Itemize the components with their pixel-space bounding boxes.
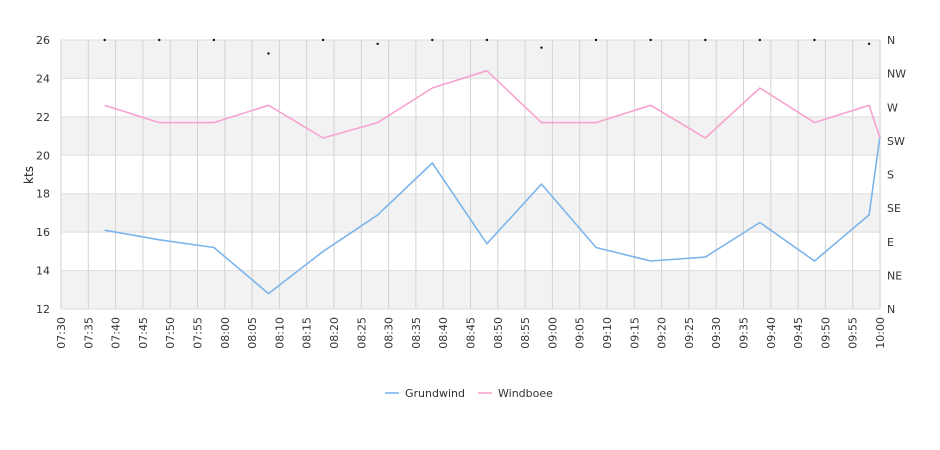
direction-marker bbox=[431, 38, 434, 42]
x-tick-label: 09:50 bbox=[819, 317, 832, 349]
direction-marker bbox=[103, 38, 106, 42]
series-line-grundwind bbox=[104, 135, 881, 295]
x-tick-label: 08:10 bbox=[273, 317, 286, 349]
x-tick-label: 08:20 bbox=[328, 317, 341, 349]
x-tick-label: 09:40 bbox=[765, 317, 778, 349]
direction-tick-label: E bbox=[887, 236, 894, 249]
direction-marker bbox=[158, 38, 161, 42]
x-tick-label: 07:45 bbox=[137, 317, 150, 349]
direction-marker bbox=[758, 38, 762, 42]
direction-marker bbox=[649, 38, 652, 42]
x-tick-label: 07:50 bbox=[164, 317, 177, 349]
direction-marker bbox=[540, 46, 543, 49]
y-axis-label: kts bbox=[22, 166, 36, 184]
direction-marker bbox=[813, 38, 816, 42]
x-tick-label: 08:05 bbox=[246, 317, 259, 349]
x-tick-label: 08:45 bbox=[465, 317, 478, 349]
x-tick-label: 08:35 bbox=[410, 317, 423, 349]
x-tick-label: 09:10 bbox=[601, 317, 614, 349]
direction-tick-label: NW bbox=[887, 68, 906, 81]
direction-tick-label: N bbox=[887, 34, 895, 47]
direction-tick-label: SE bbox=[887, 202, 901, 215]
direction-axis-ticks: N NE E SE S SW W NW N bbox=[887, 34, 906, 316]
x-tick-label: 07:30 bbox=[55, 317, 68, 349]
direction-marker bbox=[212, 38, 216, 42]
y-tick-label: 26 bbox=[36, 34, 50, 47]
x-tick-label: 08:00 bbox=[219, 317, 232, 349]
series-line-windboee bbox=[104, 69, 881, 139]
x-tick-label: 09:05 bbox=[574, 317, 587, 349]
x-tick-label: 08:30 bbox=[383, 317, 396, 349]
x-tick-label: 09:30 bbox=[710, 317, 723, 349]
x-tick-label: 09:25 bbox=[683, 317, 696, 349]
direction-tick-label: N bbox=[887, 303, 895, 316]
legend-label-windboee: Windboee bbox=[498, 387, 553, 400]
x-tick-label: 07:40 bbox=[110, 317, 123, 349]
direction-tick-label: W bbox=[887, 101, 898, 114]
x-tick-label: 09:45 bbox=[792, 317, 805, 349]
direction-tick-label: S bbox=[887, 169, 894, 182]
direction-marker bbox=[867, 42, 871, 46]
y-tick-label: 14 bbox=[36, 265, 50, 278]
direction-marker bbox=[376, 42, 379, 46]
y-tick-label: 18 bbox=[36, 188, 50, 201]
x-axis-ticks: 07:30 07:35 07:40 07:45 07:50 07:55 08:00 08:05… bbox=[55, 317, 887, 349]
legend-label-grundwind: Grundwind bbox=[405, 387, 465, 400]
y-tick-label: 16 bbox=[36, 226, 50, 239]
x-tick-label: 09:15 bbox=[628, 317, 641, 349]
x-tick-label: 09:00 bbox=[546, 317, 559, 349]
x-tick-label: 07:35 bbox=[82, 317, 95, 349]
y-axis-ticks: 12 14 16 18 20 22 24 26 bbox=[36, 34, 50, 316]
direction-marker bbox=[321, 38, 325, 42]
x-tick-label: 08:25 bbox=[355, 317, 368, 349]
legend: Grundwind Windboee bbox=[385, 387, 553, 400]
x-tick-label: 07:55 bbox=[192, 317, 205, 349]
direction-marker bbox=[594, 38, 598, 42]
x-tick-label: 09:20 bbox=[656, 317, 669, 349]
grid-lines bbox=[60, 39, 881, 310]
direction-tick-label: SW bbox=[887, 135, 905, 148]
x-tick-label: 09:35 bbox=[738, 317, 751, 349]
series-lines bbox=[104, 69, 881, 295]
direction-marker bbox=[704, 38, 707, 42]
y-tick-label: 20 bbox=[36, 149, 50, 162]
direction-marker bbox=[267, 52, 270, 55]
direction-tick-label: NE bbox=[887, 269, 902, 282]
y-tick-label: 22 bbox=[36, 111, 50, 124]
x-tick-label: 08:40 bbox=[437, 317, 450, 349]
y-tick-label: 24 bbox=[36, 72, 50, 85]
x-tick-label: 08:55 bbox=[519, 317, 532, 349]
x-tick-label: 08:50 bbox=[492, 317, 505, 349]
direction-markers bbox=[103, 38, 871, 55]
x-tick-label: 10:00 bbox=[874, 317, 887, 349]
direction-marker bbox=[485, 38, 489, 42]
x-tick-label: 08:15 bbox=[301, 317, 314, 349]
x-tick-label: 09:55 bbox=[847, 317, 860, 349]
y-tick-label: 12 bbox=[36, 303, 50, 316]
